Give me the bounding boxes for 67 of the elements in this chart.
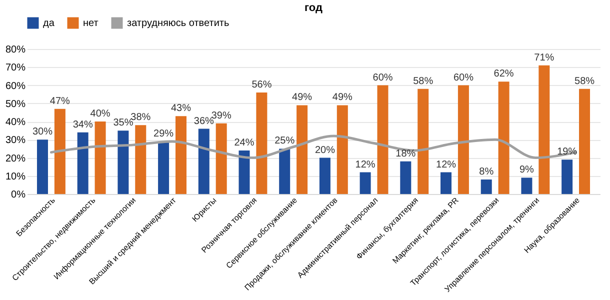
bar xyxy=(238,150,250,194)
data-label: 60% xyxy=(453,72,474,84)
data-label: 12% xyxy=(436,159,456,170)
y-tick-label: 30% xyxy=(5,135,26,146)
y-tick-label: 0% xyxy=(11,190,26,200)
bar xyxy=(440,172,452,194)
bar xyxy=(521,178,532,194)
data-label: 43% xyxy=(170,103,192,114)
y-tick-label: 80% xyxy=(5,44,26,56)
data-label: 71% xyxy=(534,52,554,64)
bar xyxy=(158,141,170,194)
data-label: 58% xyxy=(413,76,434,87)
bar xyxy=(256,92,268,194)
chart-title: год xyxy=(304,2,323,14)
data-label: 60% xyxy=(372,72,393,84)
bar xyxy=(175,116,186,194)
bar xyxy=(319,158,330,194)
bar xyxy=(54,108,66,194)
bar xyxy=(198,128,210,194)
data-label: 35% xyxy=(113,118,134,129)
legend-label: нет xyxy=(83,18,99,29)
data-label: 40% xyxy=(90,108,110,120)
y-tick-label: 70% xyxy=(5,62,26,74)
bar xyxy=(562,160,573,194)
data-label: 29% xyxy=(154,128,174,140)
bar xyxy=(418,88,429,194)
bar xyxy=(296,105,308,194)
data-label: 36% xyxy=(194,116,214,127)
data-label: 47% xyxy=(50,96,70,107)
bar xyxy=(360,172,371,194)
data-label: 25% xyxy=(274,136,295,147)
legend-label: да xyxy=(43,18,55,29)
data-label: 30% xyxy=(32,126,53,138)
data-label: 12% xyxy=(355,159,376,170)
bar xyxy=(480,180,492,194)
data-label: 56% xyxy=(252,80,272,90)
y-tick-label: 40% xyxy=(5,117,26,128)
bar xyxy=(579,88,590,194)
legend-label: затрудняюсь ответить xyxy=(127,18,230,29)
y-tick-label: 60% xyxy=(5,80,26,92)
bar xyxy=(279,148,290,194)
bar xyxy=(216,123,227,194)
bar xyxy=(400,161,412,194)
bar xyxy=(458,85,469,194)
bar xyxy=(77,132,88,194)
data-label: 24% xyxy=(234,138,254,148)
data-label: 20% xyxy=(314,144,336,156)
data-label: 18% xyxy=(396,148,416,160)
data-label: 8% xyxy=(479,166,494,178)
data-label: 49% xyxy=(332,92,353,104)
data-label: 49% xyxy=(292,92,312,104)
bar xyxy=(94,122,106,194)
data-label: 19% xyxy=(557,146,578,158)
bar xyxy=(36,140,48,194)
bar xyxy=(118,130,129,194)
bar xyxy=(336,105,348,194)
y-tick-label: 10% xyxy=(5,171,26,182)
data-label: 62% xyxy=(494,68,514,80)
y-tick-label: 50% xyxy=(5,98,26,110)
bar xyxy=(135,125,146,194)
data-label: 34% xyxy=(72,119,93,130)
data-label: 9% xyxy=(519,164,534,176)
bar xyxy=(498,82,510,194)
bar xyxy=(538,65,550,194)
y-tick-label: 20% xyxy=(5,153,26,164)
bar xyxy=(377,85,388,194)
data-label: 58% xyxy=(574,76,595,87)
